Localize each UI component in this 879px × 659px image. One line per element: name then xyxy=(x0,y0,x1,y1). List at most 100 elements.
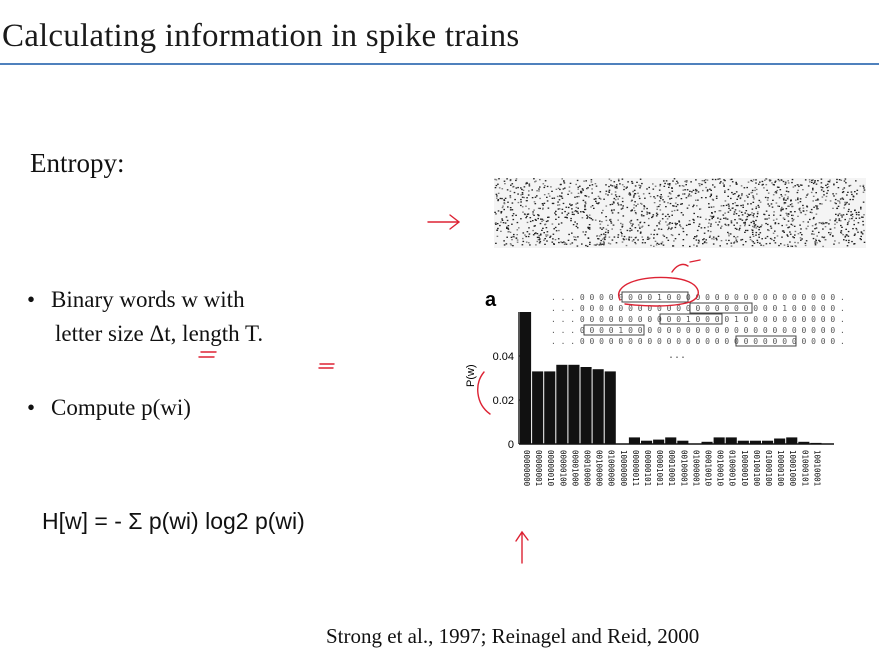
raster-spike xyxy=(744,223,746,225)
raster-spike xyxy=(776,186,779,188)
raster-spike xyxy=(503,244,506,246)
raster-spike xyxy=(582,189,584,191)
raster-spike xyxy=(794,234,796,236)
raster-spike xyxy=(665,206,667,208)
raster-spike xyxy=(761,224,763,226)
raster-spike xyxy=(752,225,754,228)
raster-spike xyxy=(676,209,679,211)
raster-spike xyxy=(841,191,844,194)
raster-spike xyxy=(737,196,740,198)
raster-spike xyxy=(680,198,683,200)
raster-spike xyxy=(777,205,779,207)
raster-spike xyxy=(809,181,811,183)
raster-spike xyxy=(781,206,783,209)
raster-spike xyxy=(751,189,754,192)
raster-spike xyxy=(752,196,755,198)
raster-spike xyxy=(727,231,729,234)
raster-spike xyxy=(670,197,673,199)
raster-spike xyxy=(713,186,716,188)
raster-spike xyxy=(685,197,688,199)
word-highlight xyxy=(689,302,753,314)
raster-spike xyxy=(693,212,695,215)
raster-spike xyxy=(818,231,820,234)
raster-spike xyxy=(558,229,560,232)
raster-spike xyxy=(526,215,528,217)
raster-spike xyxy=(783,231,785,233)
raster-spike xyxy=(862,216,864,218)
raster-spike xyxy=(594,183,597,185)
raster-spike xyxy=(588,224,591,226)
raster-spike xyxy=(839,202,841,204)
raster-spike xyxy=(720,225,723,227)
raster-spike xyxy=(684,189,686,191)
raster-spike xyxy=(495,223,497,225)
raster-spike xyxy=(619,183,621,185)
raster-spike xyxy=(862,220,864,223)
bar xyxy=(677,440,689,444)
raster-spike xyxy=(741,193,743,195)
raster-spike xyxy=(674,222,677,224)
raster-spike xyxy=(854,191,856,193)
raster-spike xyxy=(505,243,508,245)
raster-spike xyxy=(512,218,515,221)
raster-spike xyxy=(799,237,802,239)
y-tick-label: 0.04 xyxy=(493,351,514,363)
raster-spike xyxy=(655,215,658,217)
raster-spike xyxy=(575,203,577,205)
raster-spike xyxy=(497,192,500,194)
raster-spike xyxy=(776,235,779,237)
raster-spike xyxy=(701,180,704,182)
raster-spike xyxy=(650,244,652,247)
raster-spike xyxy=(585,202,587,205)
raster-spike xyxy=(544,223,547,225)
raster-spike xyxy=(715,221,717,223)
raster-spike xyxy=(710,206,713,208)
raster-spike xyxy=(580,191,583,193)
raster-spike xyxy=(614,194,617,196)
raster-spike xyxy=(526,231,529,233)
raster-spike xyxy=(787,220,790,222)
raster-spike xyxy=(794,230,797,233)
raster-spike xyxy=(703,180,706,182)
raster-spike xyxy=(646,213,648,215)
raster-spike xyxy=(769,237,772,240)
raster-spike xyxy=(842,188,844,190)
raster-spike xyxy=(636,181,638,183)
raster-spike xyxy=(638,195,640,197)
raster-spike xyxy=(743,187,746,189)
raster-spike xyxy=(822,190,825,193)
raster-spike xyxy=(662,234,664,236)
raster-spike xyxy=(655,212,658,214)
raster-spike xyxy=(541,220,543,222)
raster-spike xyxy=(510,184,512,186)
raster-spike xyxy=(637,203,639,205)
raster-spike xyxy=(695,199,697,201)
raster-spike xyxy=(555,214,557,216)
raster-spike xyxy=(758,206,760,208)
raster-spike xyxy=(532,213,534,215)
raster-spike xyxy=(554,226,557,229)
raster-spike xyxy=(724,200,727,202)
raster-spike xyxy=(610,193,613,195)
raster-spike xyxy=(591,205,594,207)
raster-spike xyxy=(723,184,725,186)
raster-spike xyxy=(861,233,864,235)
raster-spike xyxy=(774,242,777,244)
raster-spike xyxy=(658,228,660,230)
raster-spike xyxy=(796,191,799,194)
raster-spike xyxy=(859,185,862,187)
raster-spike xyxy=(744,200,746,202)
raster-spike xyxy=(585,231,587,233)
raster-spike xyxy=(846,223,849,226)
raster-spike xyxy=(526,197,528,199)
raster-spike xyxy=(672,180,674,182)
raster-spike xyxy=(813,233,815,235)
raster-spike xyxy=(791,214,793,216)
raster-spike xyxy=(836,178,838,181)
raster-spike xyxy=(557,238,560,240)
x-tick-label: 00100100 xyxy=(752,450,761,487)
raster-spike xyxy=(841,214,843,216)
raster-spike xyxy=(546,196,548,198)
raster-spike xyxy=(852,195,855,197)
raster-spike xyxy=(653,202,656,204)
